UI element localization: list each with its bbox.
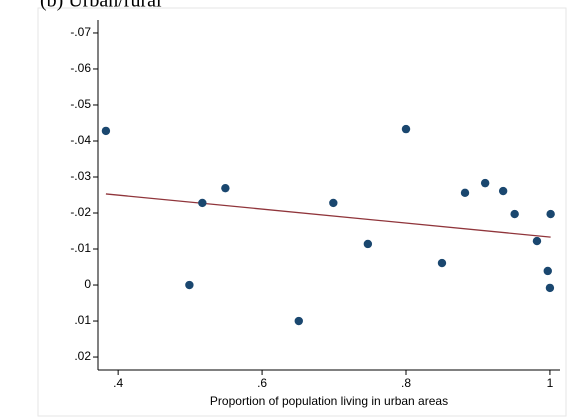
y-tick-label: -.07: [70, 25, 91, 39]
point: [543, 266, 552, 276]
point: [437, 258, 447, 268]
point: [401, 124, 411, 134]
point: [221, 183, 230, 193]
point: [185, 280, 194, 290]
y-tick-label: -.03: [70, 169, 91, 183]
point: [546, 209, 555, 219]
point: [101, 126, 111, 136]
x-tick-label: .6: [257, 376, 267, 390]
fit-line: [105, 193, 551, 238]
point: [294, 316, 303, 326]
x-axis-label: Proportion of population living in urban…: [210, 394, 448, 408]
y-tick-label: -.06: [70, 61, 91, 75]
y-tick-label: 0: [84, 277, 91, 291]
point: [498, 186, 508, 196]
point: [329, 198, 338, 208]
point: [198, 198, 207, 208]
y-tick-label: -.02: [70, 205, 91, 219]
y-tick-label: -.05: [70, 97, 91, 111]
y-tick-label: .02: [74, 349, 91, 363]
point: [363, 239, 373, 249]
chart-title: (b) Urban/rural: [40, 0, 162, 12]
point: [532, 236, 542, 246]
x-tick-label: .4: [113, 376, 123, 390]
point: [510, 209, 519, 219]
point: [545, 283, 555, 293]
x-tick-label: .8: [401, 376, 411, 390]
y-tick-label: .01: [74, 313, 91, 327]
y-tick-label: -.04: [70, 133, 91, 147]
y-tick-label: -.01: [70, 241, 91, 255]
point: [460, 188, 470, 198]
graph-region: [37, 7, 567, 417]
x-tick-label: 1: [547, 376, 554, 390]
point: [480, 178, 490, 188]
